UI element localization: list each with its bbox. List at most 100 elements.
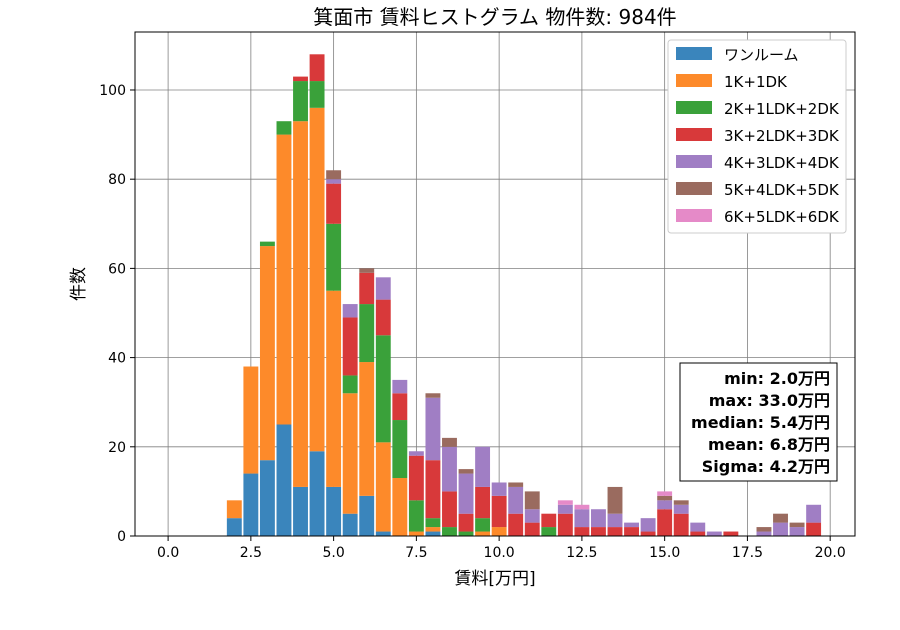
x-tick-label: 5.0 — [322, 545, 344, 561]
bar-series-0 — [326, 486, 342, 536]
bar-series-3 — [392, 393, 408, 421]
y-tick-label: 40 — [108, 351, 126, 367]
bar-series-2 — [259, 241, 275, 247]
bar-series-0 — [293, 486, 308, 536]
bar-series-4 — [607, 513, 623, 528]
legend-box — [667, 39, 847, 234]
legend-label: 4K+3LDK+4DK — [724, 154, 840, 172]
bar-series-4 — [491, 482, 507, 496]
bar-series-3 — [475, 486, 491, 519]
bar-series-3 — [657, 509, 673, 536]
bar-series-4 — [640, 518, 656, 532]
bar-series-3 — [458, 513, 474, 532]
y-tick-label: 60 — [108, 261, 126, 277]
bar-series-5 — [756, 527, 772, 532]
bar-series-3 — [508, 513, 524, 536]
x-axis-label: 賃料[万円] — [454, 569, 535, 589]
bar-series-4 — [690, 522, 706, 532]
legend-label: 6K+5LDK+6DK — [724, 208, 840, 226]
bar-series-3 — [624, 527, 639, 536]
plot-frame — [134, 31, 856, 537]
y-tick-label: 20 — [108, 440, 126, 456]
legend-label: 1K+1DK — [724, 73, 788, 91]
bar-series-1 — [491, 527, 507, 536]
bar-series-3 — [574, 527, 590, 536]
bar-series-3 — [806, 522, 822, 536]
bar-series-1 — [375, 442, 391, 532]
bar-series-2 — [293, 81, 308, 122]
legend-label: 2K+1LDK+2DK — [724, 100, 840, 118]
bar-series-4 — [425, 397, 441, 461]
bar-series-4 — [657, 500, 673, 510]
bar-series-2 — [458, 531, 474, 536]
bar-series-3 — [408, 455, 424, 501]
bar-series-4 — [624, 522, 639, 528]
bar-series-1 — [259, 246, 275, 461]
stats-min: min: 2.0万円 — [724, 369, 830, 388]
bar-series-5 — [442, 437, 457, 447]
bar-series-4 — [342, 304, 358, 318]
bar-series-1 — [309, 107, 325, 452]
bar-series-0 — [342, 513, 358, 536]
bar-series-5 — [458, 469, 474, 474]
bar-series-3 — [541, 513, 557, 528]
bar-series-3 — [690, 531, 706, 536]
bar-series-4 — [673, 504, 689, 514]
legend-label: 3K+2LDK+3DK — [724, 127, 840, 145]
bar-series-4 — [574, 509, 590, 528]
y-tick-label: 0 — [117, 529, 126, 545]
bar-series-4 — [475, 446, 491, 487]
bar-series-5 — [326, 170, 342, 180]
bar-series-3 — [425, 460, 441, 519]
bar-series-4 — [442, 446, 457, 492]
bar-series-0 — [309, 451, 325, 536]
y-tick-label: 100 — [99, 83, 126, 99]
legend-swatch — [676, 209, 712, 222]
stats-median: median: 5.4万円 — [691, 413, 830, 432]
x-tick-label: 12.5 — [566, 545, 597, 561]
stats-sigma: Sigma: 4.2万円 — [702, 457, 830, 476]
bar-series-4 — [756, 531, 772, 536]
bar-series-0 — [259, 460, 275, 536]
bar-series-4 — [458, 473, 474, 514]
bar-series-6 — [557, 500, 573, 505]
bar-series-0 — [359, 495, 375, 536]
bar-series-2 — [442, 527, 457, 536]
bar-series-4 — [806, 504, 822, 523]
bar-series-1 — [326, 290, 342, 487]
x-tick-label: 2.5 — [240, 545, 262, 561]
bar-series-1 — [408, 531, 424, 536]
bar-series-2 — [359, 304, 375, 363]
bar-series-5 — [673, 500, 689, 505]
bar-series-5 — [607, 486, 623, 514]
bar-series-3 — [375, 299, 391, 336]
legend-swatch — [676, 74, 712, 87]
bar-series-4 — [789, 527, 805, 536]
legend-swatch — [676, 182, 712, 195]
bar-series-0 — [375, 531, 391, 536]
bar-series-4 — [326, 179, 342, 184]
bar-series-1 — [475, 531, 491, 536]
legend-label: ワンルーム — [724, 46, 799, 64]
bar-series-1 — [392, 478, 408, 536]
bar-series-5 — [657, 495, 673, 501]
bar-series-1 — [276, 134, 292, 425]
y-tick-label: 80 — [108, 172, 126, 188]
chart-title: 箕面市 賃料ヒストグラム 物件数: 984件 — [313, 5, 676, 29]
bar-series-4 — [706, 531, 722, 536]
bar-series-4 — [557, 504, 573, 514]
bar-series-3 — [359, 272, 375, 305]
bar-series-2 — [408, 500, 424, 532]
bar-series-0 — [243, 473, 259, 536]
axis-ticks: 0.0 2.5 5.0 7.5 10.0 12.5 15.0 17.5 20.0 0 20 40 60 8… — [99, 83, 845, 561]
bar-series-5 — [359, 268, 375, 273]
bar-series-2 — [375, 335, 391, 443]
bar-series-2 — [326, 223, 342, 291]
legend-swatch — [676, 128, 712, 141]
bar-series-1 — [226, 500, 242, 519]
stats-max: max: 33.0万円 — [709, 391, 830, 410]
bar-series-1 — [425, 527, 441, 532]
stats-box-frame — [679, 362, 838, 482]
bar-series-3 — [607, 527, 623, 536]
